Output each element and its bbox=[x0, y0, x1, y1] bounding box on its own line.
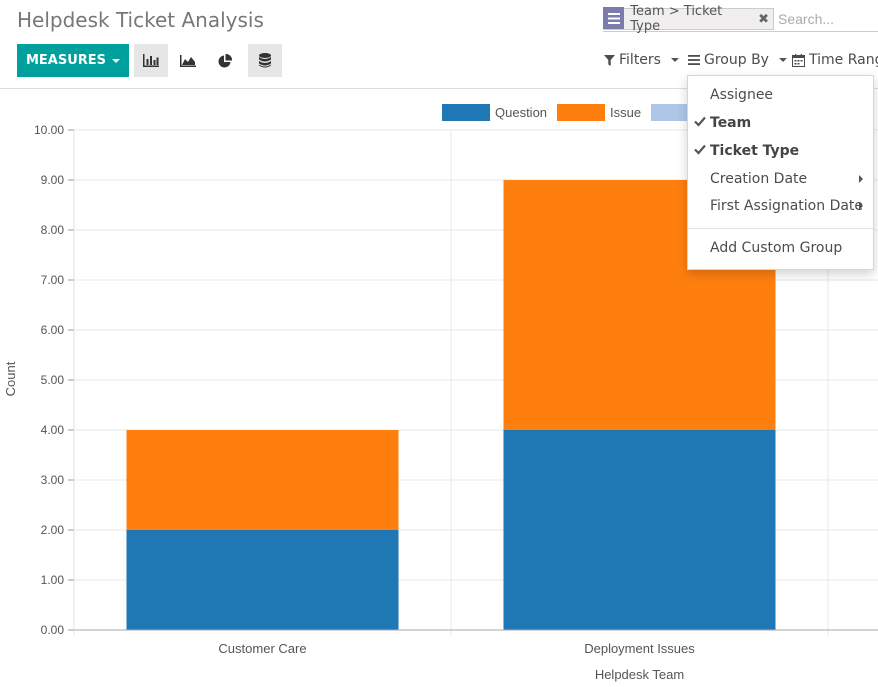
calendar-icon bbox=[792, 53, 805, 67]
measures-button[interactable]: MEASURES bbox=[17, 44, 129, 77]
pie-chart-icon bbox=[218, 53, 232, 67]
y-tick-label: 3.00 bbox=[41, 473, 65, 487]
groupby-option-label: Team bbox=[710, 115, 752, 131]
caret-right-icon bbox=[859, 202, 863, 210]
time-range-label: Time Rang bbox=[809, 52, 878, 68]
groupby-option-creation-date[interactable]: Creation Date bbox=[688, 166, 873, 192]
filters-button[interactable]: Filters bbox=[604, 52, 679, 68]
y-tick-label: 7.00 bbox=[41, 273, 65, 287]
group-by-dropdown: Assignee Team Ticket Type Creation Date … bbox=[687, 75, 874, 270]
search-input[interactable] bbox=[778, 10, 878, 27]
y-tick-label: 8.00 bbox=[41, 223, 65, 237]
add-custom-group-button[interactable]: Add Custom Group bbox=[688, 235, 873, 261]
groupby-option-label: First Assignation Date bbox=[710, 198, 864, 214]
bar-segment-issue[interactable] bbox=[126, 430, 399, 530]
y-tick-label: 0.00 bbox=[41, 623, 65, 637]
y-axis-title: Count bbox=[3, 361, 18, 396]
y-tick-label: 6.00 bbox=[41, 323, 65, 337]
groupby-option-first-assignation-date[interactable]: First Assignation Date bbox=[688, 193, 873, 219]
bar-chart-button[interactable] bbox=[134, 44, 168, 77]
groupby-option-assignee[interactable]: Assignee bbox=[688, 82, 873, 108]
bar-segment-question[interactable] bbox=[126, 530, 399, 630]
x-tick-label: Customer Care bbox=[218, 641, 306, 656]
add-custom-group-label: Add Custom Group bbox=[710, 240, 843, 256]
x-tick-label: Deployment Issues bbox=[584, 641, 695, 656]
search-bar: Team > Ticket Type ✖ bbox=[603, 4, 878, 34]
y-tick-label: 2.00 bbox=[41, 523, 65, 537]
group-by-facet-icon bbox=[603, 7, 625, 29]
bar-segment-question[interactable] bbox=[503, 430, 776, 630]
legend-label[interactable]: Question bbox=[495, 105, 547, 120]
stacked-toggle-button[interactable] bbox=[248, 44, 282, 77]
caret-down-icon bbox=[778, 58, 787, 62]
control-panel-divider bbox=[0, 88, 878, 89]
groupby-option-team[interactable]: Team bbox=[688, 110, 873, 136]
caret-down-icon bbox=[670, 58, 679, 62]
bars-icon bbox=[688, 55, 700, 65]
area-chart-icon bbox=[180, 54, 196, 67]
remove-facet-icon[interactable]: ✖ bbox=[758, 10, 769, 26]
filter-icon bbox=[604, 54, 615, 66]
time-range-button[interactable]: Time Rang bbox=[792, 52, 878, 68]
dropdown-divider bbox=[688, 228, 873, 229]
page-title: Helpdesk Ticket Analysis bbox=[17, 8, 264, 32]
y-tick-label: 5.00 bbox=[41, 373, 65, 387]
line-chart-button[interactable] bbox=[171, 44, 205, 77]
groupby-option-label: Ticket Type bbox=[710, 143, 800, 159]
database-icon bbox=[259, 53, 271, 68]
y-tick-label: 1.00 bbox=[41, 573, 65, 587]
filters-label: Filters bbox=[619, 52, 661, 68]
measures-label: MEASURES bbox=[25, 53, 107, 68]
legend-swatch[interactable] bbox=[442, 104, 490, 121]
bar-chart-icon bbox=[143, 54, 159, 67]
checkmark-icon bbox=[694, 144, 706, 155]
checkmark-icon bbox=[694, 116, 706, 127]
groupby-option-label: Assignee bbox=[710, 87, 774, 103]
caret-right-icon bbox=[859, 175, 863, 183]
group-by-button[interactable]: Group By bbox=[688, 52, 787, 68]
y-tick-label: 10.00 bbox=[34, 123, 64, 137]
groupby-option-ticket-type[interactable]: Ticket Type bbox=[688, 138, 873, 164]
facet-value: Team > Ticket Type bbox=[630, 3, 723, 34]
pie-chart-button[interactable] bbox=[208, 44, 242, 77]
legend-label[interactable]: Issue bbox=[610, 105, 641, 120]
x-axis-title: Helpdesk Team bbox=[595, 667, 684, 682]
y-tick-label: 4.00 bbox=[41, 423, 65, 437]
search-facet[interactable]: Team > Ticket Type ✖ bbox=[603, 4, 774, 34]
y-tick-label: 9.00 bbox=[41, 173, 65, 187]
caret-down-icon bbox=[112, 58, 121, 63]
groupby-option-label: Creation Date bbox=[710, 171, 808, 187]
legend-swatch[interactable] bbox=[557, 104, 605, 121]
group-by-label: Group By bbox=[704, 52, 769, 68]
